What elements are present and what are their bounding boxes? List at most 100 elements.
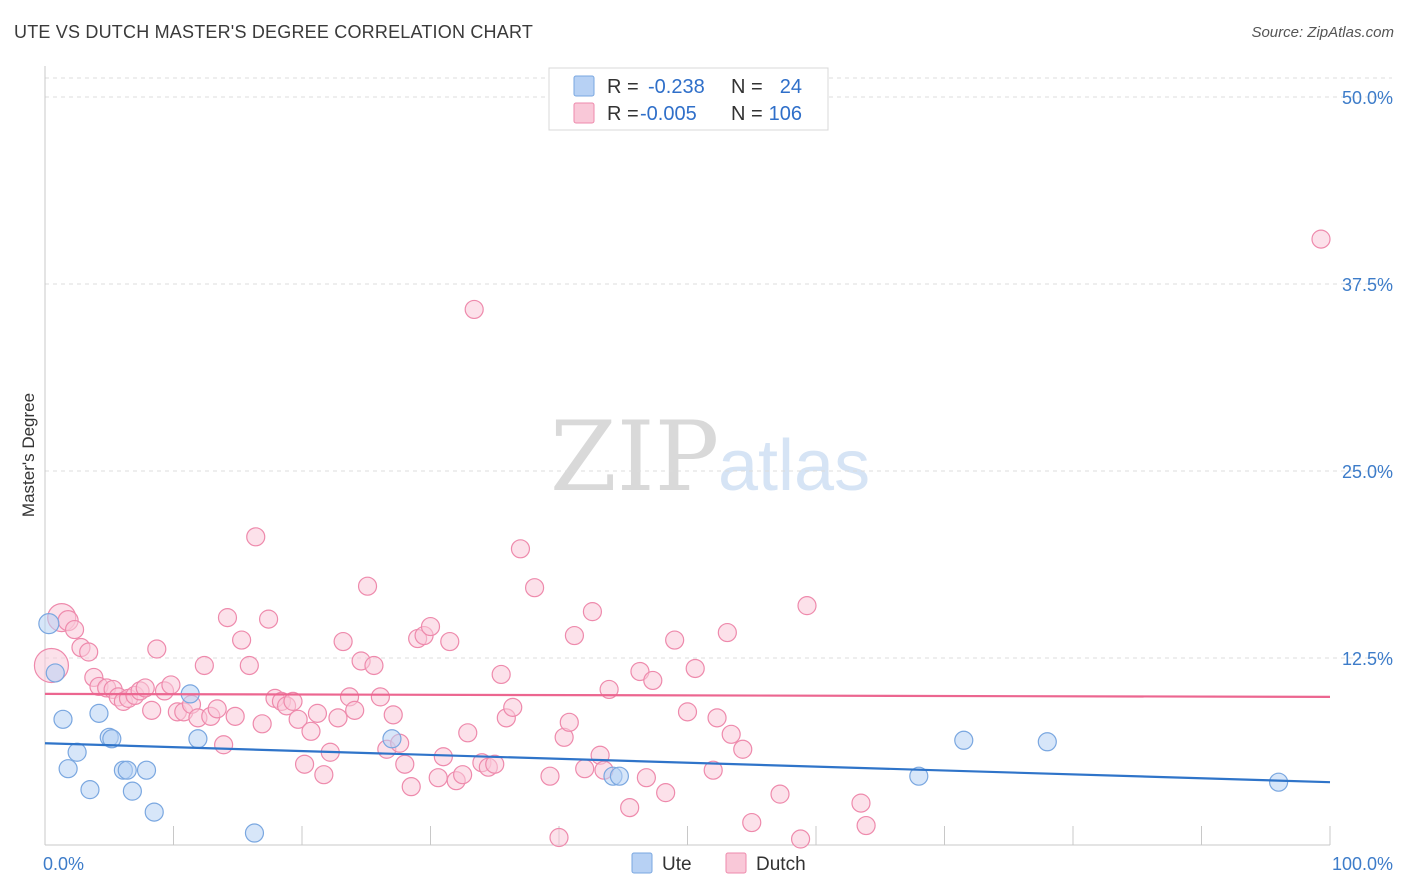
ute-point (144, 802, 164, 822)
ute-points (38, 612, 1289, 843)
dutch-point (464, 299, 484, 320)
dutch-point (733, 739, 753, 759)
dutch-point (453, 765, 473, 785)
legend-r-label: R = (607, 103, 639, 125)
dutch-point (395, 754, 415, 774)
dutch-point (636, 768, 656, 788)
dutch-point (1311, 229, 1331, 249)
ute-point (53, 709, 73, 729)
ute-point (58, 759, 78, 779)
dutch-point (549, 827, 569, 848)
dutch-point (703, 760, 723, 780)
dutch-point (559, 712, 579, 732)
ute-point (909, 766, 929, 786)
ute-point (954, 730, 974, 750)
dutch-point (328, 708, 348, 728)
dutch-point (485, 754, 505, 774)
legend-n-label: N = (731, 76, 763, 98)
dutch-point (314, 765, 334, 785)
dutch-point (345, 700, 365, 720)
bottom-legend: Ute Dutch (631, 852, 806, 875)
chart-title: UTE VS DUTCH MASTER'S DEGREE CORRELATION… (14, 22, 534, 42)
y-axis-title: Master's Degree (19, 393, 38, 517)
dutch-points (33, 229, 1331, 849)
dutch-point (582, 602, 603, 622)
legend-n-value: 106 (769, 103, 802, 125)
bottom-legend-label-dutch: Dutch (756, 854, 806, 875)
ute-point (122, 781, 142, 801)
ute-point (45, 663, 65, 683)
legend: R = -0.238 N = 24 R = -0.005 N = 106 (548, 67, 829, 131)
dutch-point (491, 664, 511, 685)
dutch-point (458, 723, 478, 743)
legend-r-label: R = (607, 76, 639, 98)
dutch-point (428, 768, 448, 788)
y-axis-tick-labels: 12.5% 25.0% 37.5% 50.0% (1342, 88, 1393, 669)
dutch-point (599, 679, 619, 700)
dutch-point (677, 702, 698, 722)
bottom-legend-label-ute: Ute (662, 854, 692, 875)
dutch-point (383, 705, 403, 725)
watermark-atlas: atlas (718, 426, 870, 506)
y-tick-label: 25.0% (1342, 462, 1393, 482)
ute-point (102, 729, 122, 749)
dutch-point (142, 700, 162, 720)
legend-r-value: -0.238 (648, 76, 705, 98)
x-tick-label: 100.0% (1332, 854, 1393, 874)
dutch-point (575, 759, 595, 779)
dutch-point (307, 703, 328, 723)
dutch-point (510, 539, 531, 559)
ute-trend-line (44, 742, 1331, 784)
dutch-point (333, 631, 353, 652)
ute-point (136, 760, 157, 780)
dutch-point (503, 697, 523, 717)
y-tick-label: 50.0% (1342, 88, 1393, 108)
ute-point (1268, 772, 1289, 792)
dutch-point (79, 642, 99, 662)
legend-swatch-dutch (573, 102, 595, 124)
ute-point (188, 729, 208, 749)
dutch-point (797, 596, 817, 616)
dutch-point (770, 784, 790, 804)
legend-n-label: N = (731, 103, 763, 125)
dutch-point (656, 783, 676, 803)
dutch-point (357, 576, 378, 596)
legend-n-value: 24 (780, 76, 802, 98)
ute-point (1037, 732, 1057, 752)
dutch-point (214, 735, 234, 755)
dutch-point (524, 578, 545, 598)
legend-box (548, 67, 829, 131)
dutch-point (288, 709, 308, 729)
watermark-zip: ZIP (550, 401, 719, 513)
dutch-point (564, 625, 585, 646)
dutch-point (856, 815, 876, 836)
dutch-point (258, 609, 279, 629)
ute-point (38, 612, 60, 635)
dutch-point (851, 793, 871, 813)
dutch-point (207, 699, 227, 719)
dutch-trend-line (44, 692, 1331, 698)
dutch-point (194, 655, 214, 676)
y-tick-label: 37.5% (1342, 275, 1393, 295)
source-label: Source: ZipAtlas.com (1251, 24, 1394, 41)
x-axis-tick-labels: 0.0% 100.0% (43, 854, 1393, 874)
ute-point (609, 766, 629, 786)
dutch-point (721, 724, 741, 744)
dutch-point (707, 708, 727, 728)
dutch-point (540, 766, 560, 786)
dutch-point (147, 639, 167, 659)
dutch-point (433, 747, 453, 767)
watermark: ZIP atlas (550, 401, 870, 513)
legend-row-dutch: R = -0.005 N = 106 (573, 102, 802, 125)
dutch-point (252, 714, 272, 734)
dutch-point (161, 675, 181, 695)
ute-point (117, 760, 137, 780)
dutch-point (370, 687, 390, 707)
dutch-point (440, 631, 460, 652)
ute-point (67, 742, 87, 762)
dutch-point (364, 655, 384, 676)
bottom-legend-swatch-ute (631, 852, 653, 874)
dutch-point (665, 630, 685, 650)
dutch-point (64, 619, 85, 640)
